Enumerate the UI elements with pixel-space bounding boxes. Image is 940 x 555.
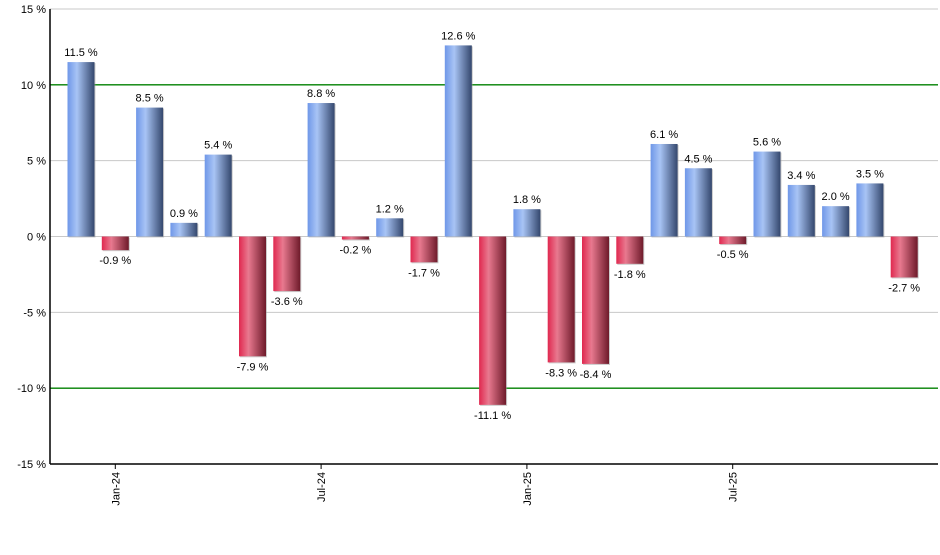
bar [787,184,815,237]
bar [890,236,918,278]
bar [513,209,541,237]
x-tick-label: Jul-24 [316,472,328,502]
x-tick-label: Jan-25 [522,472,534,506]
data-labels: 11.5 % -0.9 % 8.5 % 0.9 % 5.4 % -7.9 % -3.6 % 8… [64,30,920,421]
y-tick-label: -15 % [17,459,46,471]
bar [822,206,850,237]
data-label: -0.2 % [340,245,372,257]
data-label: -7.9 % [237,361,269,373]
y-tick-label: -10 % [17,383,46,395]
data-label: -11.1 % [474,410,511,422]
data-label: -8.4 % [580,369,612,381]
data-label: 5.4 % [204,140,232,152]
data-label: 5.6 % [753,137,781,149]
bar [67,62,95,237]
bar [582,236,609,364]
data-label: -1.8 % [614,269,646,281]
data-label: -2.7 % [888,282,920,294]
axes: 15 % 10 % 5 % 0 % -5 % -10 % -15 % Jan-24 Jul-24… [17,4,938,506]
data-label: -8.3 % [545,367,577,379]
data-label: 11.5 % [64,47,98,59]
bar [273,236,301,292]
data-label: 6.1 % [650,129,678,141]
y-tick-label: 10 % [21,80,46,92]
y-tick-label: 0 % [27,232,46,244]
bar [444,45,472,237]
x-tick-label: Jan-24 [110,472,122,506]
data-label: 4.5 % [684,153,712,165]
data-label: 1.2 % [376,203,404,215]
bar [410,236,438,263]
y-tick-label: -5 % [23,307,46,319]
bar [239,236,266,357]
bar [341,236,369,240]
bar [479,236,507,405]
data-label: 8.8 % [307,88,335,100]
bars [67,45,919,406]
data-label: -0.5 % [717,249,749,261]
x-tick-label: Jul-25 [728,472,740,502]
bar [547,236,575,363]
data-label: 12.6 % [441,30,475,42]
y-tick-label: 5 % [27,156,46,168]
bar [684,168,712,237]
y-tick-label: 15 % [21,4,46,16]
data-label: -0.9 % [99,255,131,267]
bar [616,236,644,264]
bar [170,222,198,237]
bar [101,236,129,251]
data-label: 2.0 % [822,191,850,203]
bar [136,107,164,237]
bar [753,151,781,237]
data-label: -1.7 % [408,267,440,279]
data-label: 3.4 % [787,170,815,182]
data-label: 0.9 % [170,208,198,220]
data-label: -3.6 % [271,296,303,308]
bar [650,143,678,237]
data-label: 1.8 % [513,194,541,206]
bar [204,154,232,237]
bar [856,183,884,237]
bar [719,236,747,245]
data-label: 3.5 % [856,168,884,180]
bar [307,103,335,237]
data-label: 8.5 % [136,93,164,105]
bar [376,218,404,237]
